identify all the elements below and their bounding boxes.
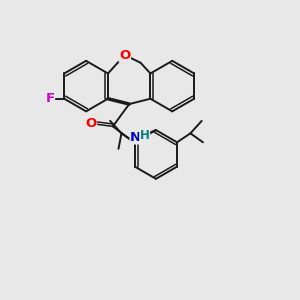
Text: O: O [85,118,97,130]
Text: H: H [140,129,150,142]
Text: O: O [119,49,130,62]
Text: N: N [130,131,141,144]
Text: F: F [45,92,55,105]
